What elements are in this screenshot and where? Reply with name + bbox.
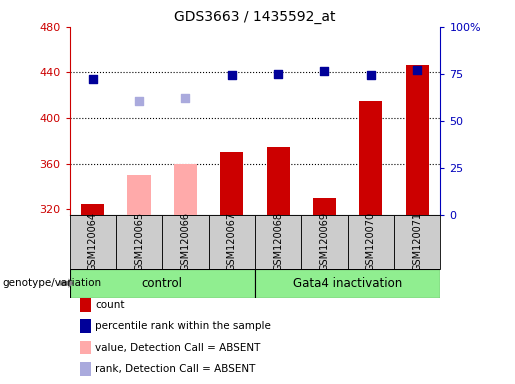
Text: percentile rank within the sample: percentile rank within the sample (95, 321, 271, 331)
Text: rank, Detection Call = ABSENT: rank, Detection Call = ABSENT (95, 364, 255, 374)
Bar (128, 175, 150, 215)
Title: GDS3663 / 1435592_at: GDS3663 / 1435592_at (174, 10, 336, 25)
Bar (255, 215, 301, 269)
Bar (81, 204, 104, 215)
Bar (220, 152, 243, 215)
Point (413, 67, 421, 73)
Point (181, 94, 190, 101)
Text: GSM120066: GSM120066 (180, 212, 191, 271)
Bar (116, 215, 162, 269)
Bar (359, 101, 382, 215)
Bar (405, 65, 428, 215)
Point (320, 68, 329, 74)
Text: control: control (142, 277, 183, 290)
Point (367, 72, 375, 78)
Point (135, 98, 143, 104)
Point (228, 72, 236, 78)
Text: GSM120064: GSM120064 (88, 212, 98, 271)
Bar (162, 215, 209, 269)
Bar (301, 215, 348, 269)
Text: GSM120068: GSM120068 (273, 212, 283, 271)
Bar (348, 215, 394, 269)
Bar (70, 215, 116, 269)
Bar (174, 164, 197, 215)
Text: value, Detection Call = ABSENT: value, Detection Call = ABSENT (95, 343, 261, 353)
Text: GSM120065: GSM120065 (134, 212, 144, 271)
Bar (313, 198, 336, 215)
Text: GSM120067: GSM120067 (227, 212, 237, 271)
Text: count: count (95, 300, 125, 310)
Text: GSM120071: GSM120071 (412, 212, 422, 271)
Bar (255, 269, 440, 298)
Text: Gata4 inactivation: Gata4 inactivation (293, 277, 402, 290)
Bar (267, 147, 289, 215)
Bar (70, 269, 255, 298)
Text: genotype/variation: genotype/variation (3, 278, 101, 288)
Text: GSM120069: GSM120069 (319, 212, 330, 271)
Bar (394, 215, 440, 269)
Text: GSM120070: GSM120070 (366, 212, 376, 271)
Point (89, 76, 97, 83)
Bar (209, 215, 255, 269)
Point (274, 71, 282, 77)
